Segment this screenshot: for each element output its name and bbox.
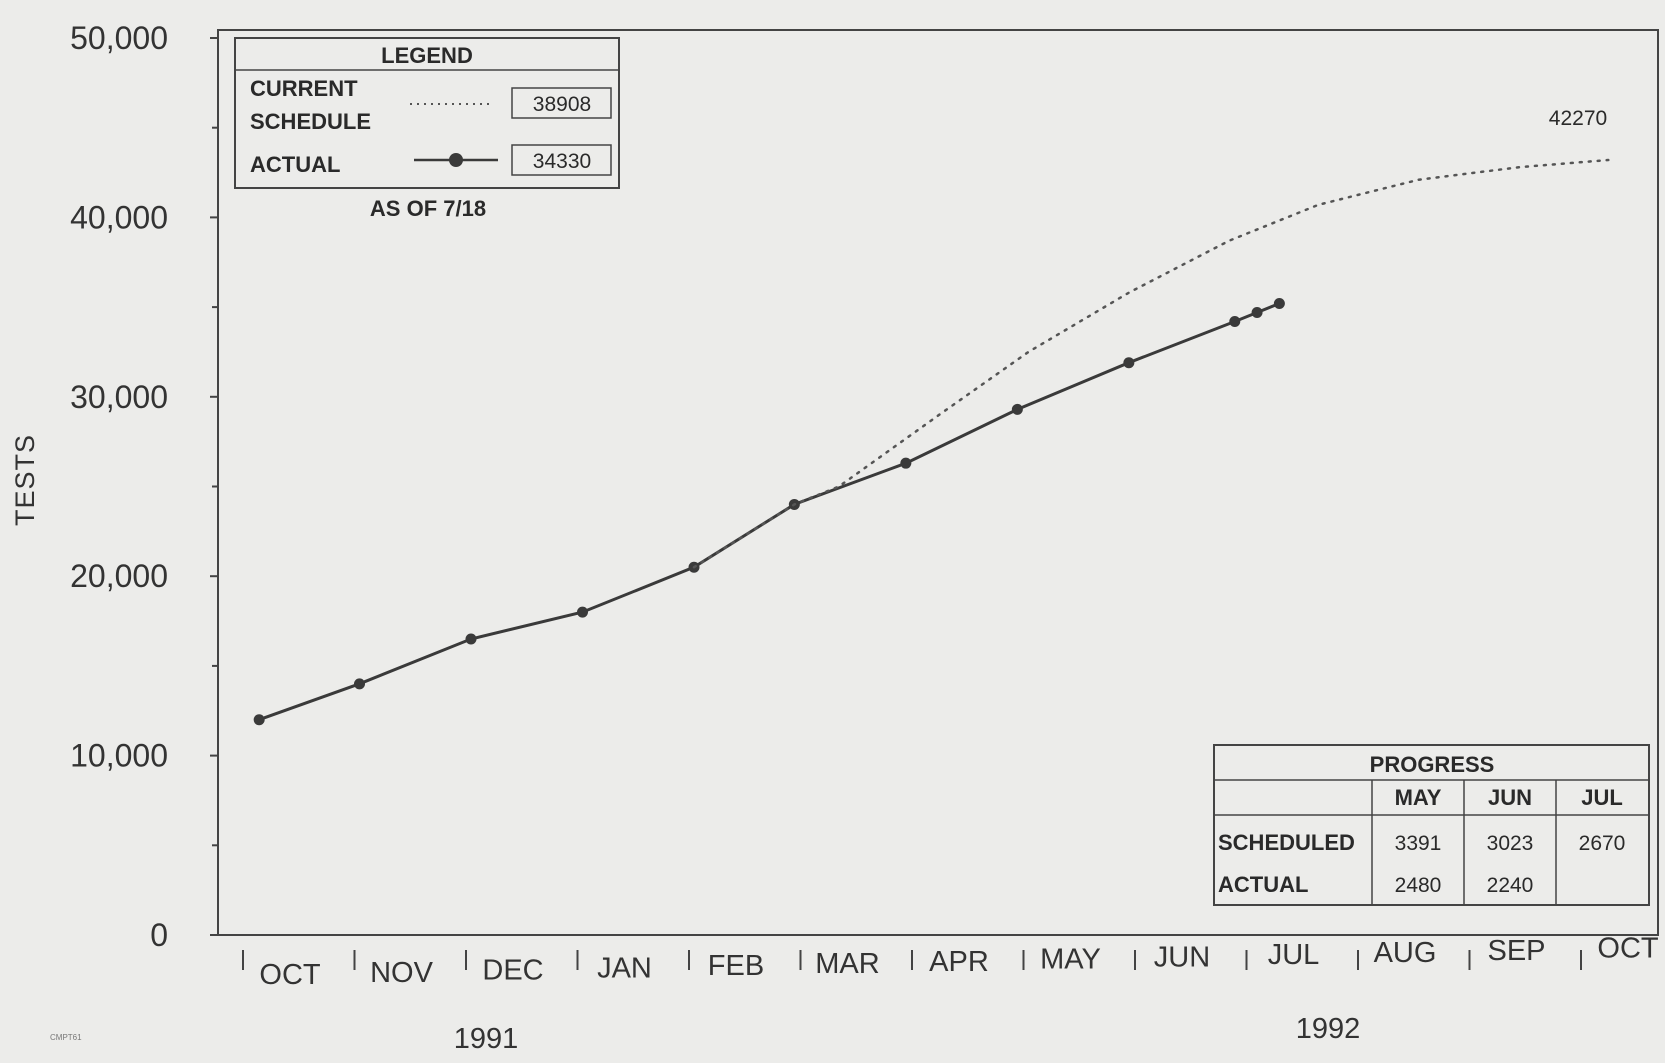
- y-axis-label: TESTS: [10, 434, 40, 526]
- progress-col-may: MAY: [1395, 785, 1442, 810]
- end-annotation: 42270: [1549, 107, 1607, 130]
- y-axis-ticks: 0 10,000 20,000 30,000 40,000 50,000: [70, 20, 218, 953]
- y-tick-label: 50,000: [70, 20, 168, 56]
- actual-data-point: [1229, 315, 1241, 327]
- x-tick-label: APR: [929, 946, 989, 978]
- progress-row-scheduled-label: SCHEDULED: [1218, 830, 1355, 855]
- actual-data-point: [1273, 298, 1285, 310]
- actual-data-point: [1011, 403, 1023, 415]
- progress-scheduled-jun: 3023: [1487, 832, 1534, 855]
- legend-actual-value: 34330: [533, 150, 591, 173]
- legend-title: LEGEND: [381, 43, 473, 68]
- legend-actual-value-box: [511, 144, 612, 176]
- progress-scheduled-jul: 2670: [1579, 832, 1626, 855]
- actual-data-point: [465, 633, 477, 645]
- actual-data-point: [577, 606, 588, 618]
- x-tick-label: MAR: [815, 948, 879, 980]
- series-layer: [253, 158, 1610, 726]
- y-tick-label: 40,000: [70, 199, 168, 235]
- actual-data-point: [1123, 357, 1135, 369]
- year-label-1991: 1991: [454, 1023, 519, 1055]
- schedule-series-line: [692, 158, 1610, 569]
- progress-frame: [1213, 744, 1650, 906]
- legend-schedule-value: 38908: [533, 93, 591, 116]
- x-tick-label: SEP: [1487, 935, 1545, 967]
- progress-table: PROGRESS MAY JUN JUL SCHEDULED 3391 3023…: [1213, 744, 1650, 906]
- x-tick-label: MAY: [1040, 944, 1101, 976]
- y-tick-label: 10,000: [70, 738, 168, 774]
- legend-schedule-value-box: [511, 87, 612, 119]
- actual-data-point: [253, 714, 265, 726]
- actual-data-point: [900, 457, 912, 469]
- footer-code: CMPT61: [50, 1033, 82, 1042]
- legend-schedule-label-2: SCHEDULE: [250, 109, 371, 134]
- year-label-1992: 1992: [1296, 1013, 1361, 1045]
- legend-frame: [234, 37, 620, 189]
- legend-schedule-label-1: CURRENT: [250, 76, 358, 101]
- x-axis-ticks: OCT NOV DEC JAN FEB MAR APR MAY JUN JUL AUG SEP OCT: [242, 933, 1659, 991]
- progress-col-jul: JUL: [1581, 785, 1623, 810]
- x-tick-label: AUG: [1374, 937, 1437, 969]
- x-tick-label: FEB: [708, 950, 764, 982]
- x-tick-label: JAN: [597, 952, 652, 984]
- x-tick-label: DEC: [482, 955, 543, 987]
- progress-title: PROGRESS: [1370, 752, 1495, 777]
- progress-row-actual-label: ACTUAL: [1218, 872, 1308, 897]
- progress-actual-jun: 2240: [1487, 874, 1534, 897]
- legend-box: LEGEND CURRENT SCHEDULE 38908 ACTUAL 343…: [234, 37, 620, 189]
- y-tick-label: 30,000: [70, 379, 168, 415]
- x-tick-label: JUL: [1268, 939, 1320, 971]
- x-tick-label: OCT: [1597, 933, 1659, 965]
- x-tick-label: NOV: [370, 957, 434, 989]
- actual-data-point: [354, 678, 365, 690]
- legend-actual-label: ACTUAL: [250, 152, 340, 177]
- progress-actual-may: 2480: [1395, 874, 1442, 897]
- legend-actual-marker: [449, 153, 463, 167]
- progress-col-jun: JUN: [1488, 785, 1532, 810]
- x-tick-label: JUN: [1154, 941, 1210, 973]
- progress-scheduled-may: 3391: [1395, 832, 1442, 855]
- y-tick-label: 20,000: [70, 558, 168, 594]
- legend-as-of: AS OF 7/18: [370, 196, 486, 221]
- x-tick-label: OCT: [259, 959, 321, 991]
- y-tick-label: 0: [150, 917, 168, 953]
- plot-area: [217, 29, 1659, 936]
- actual-data-point: [1251, 306, 1263, 318]
